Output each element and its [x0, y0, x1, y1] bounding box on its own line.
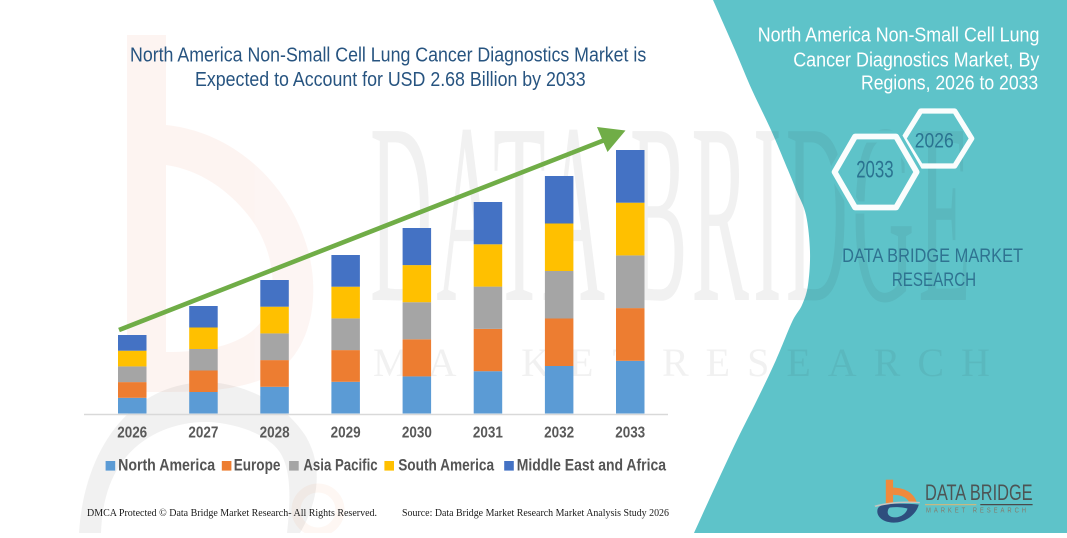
svg-text:Asia Pacific: Asia Pacific [303, 457, 377, 475]
svg-text:Middle East and Africa: Middle East and Africa [517, 457, 667, 475]
svg-text:DMCA Protected © Data Bridge M: DMCA Protected © Data Bridge Market Rese… [87, 508, 377, 519]
svg-text:North America: North America [118, 457, 216, 475]
svg-text:Expected to Account for USD 2.: Expected to Account for USD 2.68 Billion… [195, 69, 586, 91]
svg-text:North America Non-Small Cell L: North America Non-Small Cell Lung [758, 24, 1040, 47]
svg-text:Europe: Europe [234, 457, 281, 475]
svg-text:2033: 2033 [615, 424, 645, 441]
svg-text:2032: 2032 [544, 424, 574, 441]
svg-text:Regions, 2026 to 2033: Regions, 2026 to 2033 [861, 72, 1038, 95]
svg-text:2033: 2033 [856, 157, 893, 184]
svg-text:DATA BRIDGE: DATA BRIDGE [925, 480, 1033, 505]
svg-text:2026: 2026 [117, 424, 147, 441]
svg-text:RESEARCH: RESEARCH [892, 269, 976, 291]
svg-text:Cancer Diagnostics Market, By: Cancer Diagnostics Market, By [793, 49, 1040, 72]
svg-text:South America: South America [398, 457, 495, 475]
svg-text:2027: 2027 [188, 424, 218, 441]
svg-text:2026: 2026 [915, 128, 954, 152]
svg-text:2028: 2028 [260, 424, 290, 441]
svg-text:2030: 2030 [402, 424, 432, 441]
svg-text:MARKET RESEARCH: MARKET RESEARCH [926, 508, 1029, 515]
svg-text:RESEARCH: RESEARCH [662, 340, 1007, 385]
svg-text:2029: 2029 [331, 424, 361, 441]
svg-text:2031: 2031 [473, 424, 503, 441]
svg-text:DATA BRIDGE MARKET: DATA BRIDGE MARKET [842, 245, 1023, 267]
svg-text:Source: Data Bridge Market Res: Source: Data Bridge Market Research Mark… [402, 508, 669, 519]
svg-text:North America Non-Small Cell L: North America Non-Small Cell Lung Cancer… [130, 44, 646, 66]
